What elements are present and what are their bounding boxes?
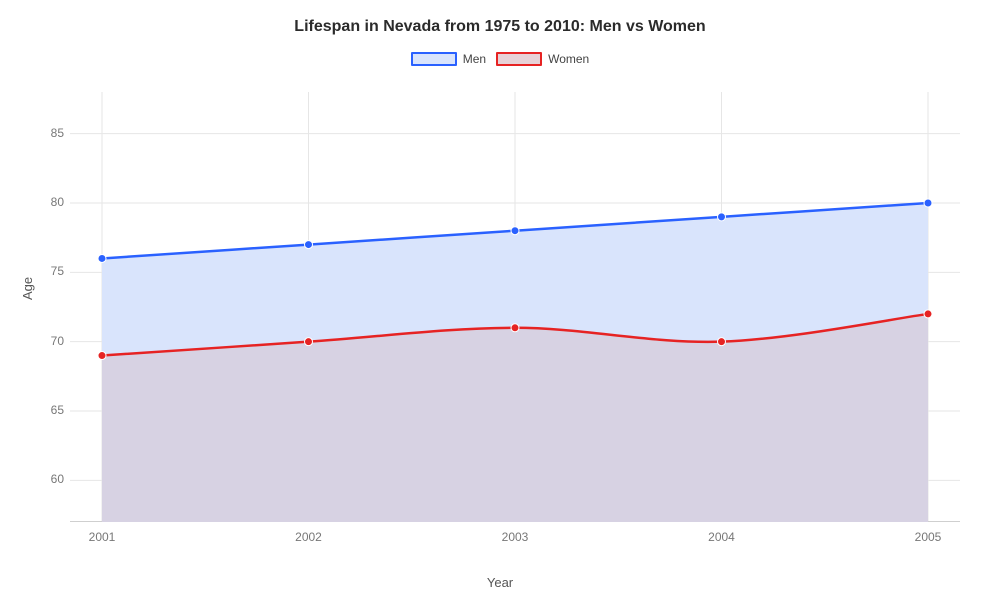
x-tick: 2004 (702, 530, 742, 544)
legend-item-men: Men (411, 52, 486, 66)
x-tick: 2002 (289, 530, 329, 544)
x-tick: 2005 (908, 530, 948, 544)
legend-item-women: Women (496, 52, 589, 66)
y-tick: 85 (40, 126, 64, 140)
legend: Men Women (0, 52, 1000, 66)
plot-area: 606570758085 20012002200320042005 (70, 92, 960, 522)
plot-svg (70, 92, 960, 522)
y-tick: 70 (40, 334, 64, 348)
x-axis-label: Year (0, 575, 1000, 590)
y-tick: 65 (40, 403, 64, 417)
x-tick: 2003 (495, 530, 535, 544)
y-tick: 75 (40, 264, 64, 278)
y-axis-label: Age (20, 277, 35, 300)
chart-title: Lifespan in Nevada from 1975 to 2010: Me… (0, 0, 1000, 36)
chart-container: Lifespan in Nevada from 1975 to 2010: Me… (0, 0, 1000, 600)
y-tick: 60 (40, 472, 64, 486)
x-tick: 2001 (82, 530, 122, 544)
legend-label-women: Women (548, 52, 589, 66)
y-tick: 80 (40, 195, 64, 209)
legend-swatch-women (496, 52, 542, 66)
legend-label-men: Men (463, 52, 486, 66)
legend-swatch-men (411, 52, 457, 66)
